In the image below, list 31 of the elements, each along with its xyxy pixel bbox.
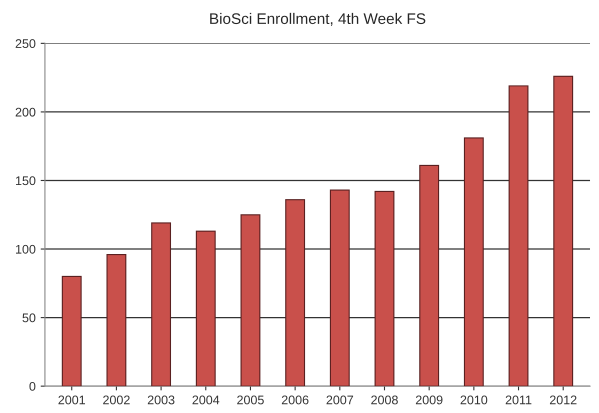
x-tick-label: 2002 (103, 396, 130, 404)
bar (374, 190, 394, 386)
bar (508, 85, 528, 386)
y-tick-label: 0 (29, 382, 36, 391)
y-tick-label: 150 (16, 176, 36, 186)
y-tick-label: 250 (16, 39, 36, 48)
bar (106, 254, 126, 386)
bar (196, 230, 216, 386)
y-tick-label: 200 (16, 108, 36, 117)
bar (62, 276, 82, 386)
x-tick-label: 2005 (237, 396, 264, 404)
x-tick-label: 2010 (460, 396, 488, 404)
bar (285, 199, 306, 386)
x-tick-label: 2008 (371, 396, 398, 404)
y-tick-label: 50 (22, 313, 36, 322)
bar (464, 137, 484, 386)
x-tick-label: 2004 (192, 396, 220, 404)
chart-title: BioSci Enrollment, 4th Week FS (210, 12, 426, 26)
bar (330, 190, 350, 386)
x-tick-label: 2012 (550, 396, 576, 404)
x-tick-label: 2003 (148, 396, 174, 404)
x-tick-label: 2007 (326, 396, 354, 404)
bar (151, 222, 172, 386)
bar (553, 76, 574, 386)
bar (240, 214, 260, 386)
bar (419, 164, 440, 386)
x-tick-label: 2009 (416, 396, 442, 404)
x-tick-label: 2006 (282, 396, 308, 404)
y-tick-label: 100 (16, 244, 36, 254)
x-tick-label: 2011 (506, 396, 532, 404)
x-tick-label: 2001 (58, 396, 86, 404)
